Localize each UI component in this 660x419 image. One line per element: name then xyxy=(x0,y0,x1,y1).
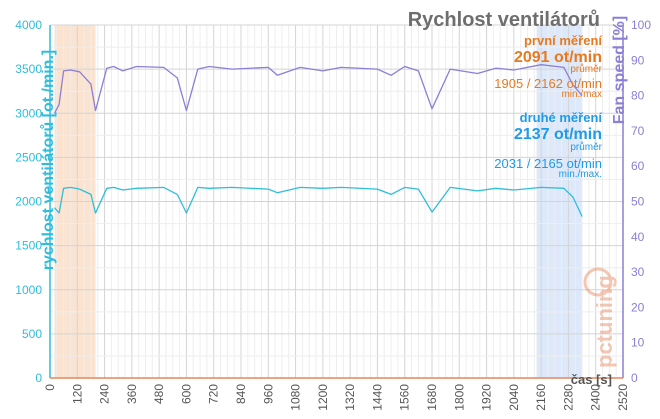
y-tick-label-right: 100 xyxy=(631,18,651,32)
x-tick-label: 2400 xyxy=(589,384,603,411)
x-tick-label: 1080 xyxy=(289,384,303,411)
x-tick-label: 1560 xyxy=(398,384,412,411)
y-tick-label-left: 2000 xyxy=(15,195,42,209)
x-tick-label: 1800 xyxy=(452,384,466,411)
y-tick-label-right: 0 xyxy=(631,371,638,385)
y-tick-label-right: 80 xyxy=(631,89,645,103)
x-tick-label: 480 xyxy=(152,384,166,404)
y-tick-label-left: 3500 xyxy=(15,62,42,76)
x-tick-label: 600 xyxy=(179,384,193,404)
y-tick-label-left: 4000 xyxy=(15,18,42,32)
second-measurement-average: 2137 ot/min xyxy=(514,126,602,143)
y-tick-label-right: 70 xyxy=(631,124,645,138)
x-tick-label: 2160 xyxy=(534,384,548,411)
x-tick-label: 1440 xyxy=(370,384,384,411)
x-tick-label: 1680 xyxy=(425,384,439,411)
y-tick-label-right: 50 xyxy=(631,195,645,209)
x-tick-label: 840 xyxy=(234,384,248,404)
y-tick-label-right: 60 xyxy=(631,159,645,173)
series-line-1 xyxy=(54,186,583,217)
watermark-logo: pctuning xyxy=(583,267,617,368)
x-tick-label: 1200 xyxy=(316,384,330,411)
y-tick-label-left: 1000 xyxy=(15,283,42,297)
first-measurement-label: první měření xyxy=(524,33,602,48)
y-tick-label-right: 90 xyxy=(631,53,645,67)
y-axis-label-left: rychlost ventilátorů [ot./min.] xyxy=(40,50,57,270)
y-tick-label-right: 30 xyxy=(631,265,645,279)
y-tick-label-right: 20 xyxy=(631,300,645,314)
y-tick-label-right: 10 xyxy=(631,336,645,350)
y-axis-label-right: Fan speed [%] xyxy=(611,16,628,124)
y-tick-label-left: 0 xyxy=(35,371,42,385)
first-measurement-average: 2091 ot/min xyxy=(514,49,602,66)
y-tick-label-left: 1500 xyxy=(15,239,42,253)
x-tick-label: 2040 xyxy=(507,384,521,411)
x-axis-label: čas [s] xyxy=(571,372,612,387)
x-tick-label: 2520 xyxy=(616,384,630,411)
y-tick-label-right: 40 xyxy=(631,230,645,244)
first-minmax-caption: min./max xyxy=(561,89,602,100)
x-tick-label: 1920 xyxy=(480,384,494,411)
x-tick-label: 720 xyxy=(207,384,221,404)
series-line-0 xyxy=(53,64,583,114)
y-tick-label-left: 500 xyxy=(22,327,42,341)
watermark-text: pctuning xyxy=(592,275,617,368)
second-average-caption: průměr xyxy=(570,141,602,153)
x-tick-label: 120 xyxy=(70,384,84,404)
second-measurement-label: druhé měření xyxy=(520,110,603,125)
x-tick-label: 960 xyxy=(261,384,275,404)
first-average-caption: průměr xyxy=(570,63,602,75)
x-tick-label: 240 xyxy=(98,384,112,404)
x-tick-label: 360 xyxy=(125,384,139,404)
y-tick-label-left: 2500 xyxy=(15,150,42,164)
watermark-ring xyxy=(583,267,613,297)
second-minmax-caption: min./max. xyxy=(559,169,602,180)
chart-title: Rychlost ventilátorů xyxy=(408,9,600,31)
second-measurement-minmax: 2031 / 2165 ot/min xyxy=(494,156,602,171)
y-tick-label-left: 3000 xyxy=(15,106,42,120)
x-tick-label: 1320 xyxy=(343,384,357,411)
x-tick-label: 0 xyxy=(43,384,57,391)
x-tick-label: 2280 xyxy=(561,384,575,411)
first-measurement-minmax: 1905 / 2162 ot/min xyxy=(494,76,602,91)
